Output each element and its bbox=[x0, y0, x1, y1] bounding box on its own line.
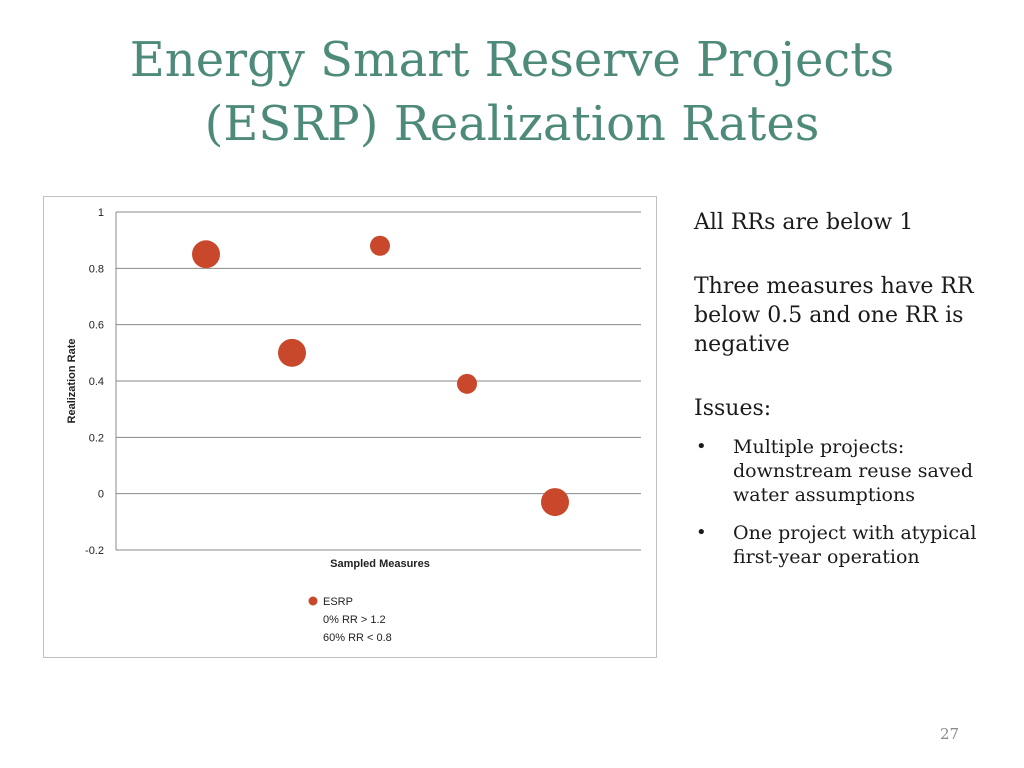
data-point bbox=[278, 339, 306, 367]
data-point bbox=[541, 488, 569, 516]
y-tick-label: 0.4 bbox=[89, 376, 104, 388]
bullet-dot-icon: • bbox=[696, 521, 707, 545]
issues-list: • Multiple projects: downstream reuse sa… bbox=[694, 435, 994, 569]
issue-text: Multiple projects: downstream reuse save… bbox=[733, 436, 973, 506]
issue-item: • One project with atypical first-year o… bbox=[694, 521, 994, 569]
slide-title-line-1: Energy Smart Reserve Projects bbox=[0, 28, 1024, 92]
bullet-dot-icon: • bbox=[696, 435, 707, 459]
data-point bbox=[370, 236, 390, 256]
slide-title-line-2: (ESRP) Realization Rates bbox=[0, 92, 1024, 156]
x-axis-label: Sampled Measures bbox=[330, 558, 430, 570]
legend-marker-icon bbox=[309, 597, 318, 606]
legend-series-label: ESRP bbox=[323, 596, 353, 608]
y-tick-label: 0.2 bbox=[89, 432, 104, 444]
summary-text: All RRs are below 1 bbox=[694, 208, 994, 237]
y-tick-label: -0.2 bbox=[85, 545, 104, 557]
issues-heading: Issues: bbox=[694, 394, 994, 423]
slide-title: Energy Smart Reserve Projects (ESRP) Rea… bbox=[0, 28, 1024, 156]
page-number: 27 bbox=[940, 725, 959, 743]
y-tick-label: 1 bbox=[98, 207, 104, 219]
detail-text: Three measures have RR below 0.5 and one… bbox=[694, 272, 994, 359]
chart-canvas: -0.2 0 0.2 0.4 0.6 0.8 1 Realization Rate Sample… bbox=[44, 197, 656, 657]
data-point bbox=[192, 240, 220, 268]
legend-note: 60% RR < 0.8 bbox=[323, 632, 392, 644]
issue-text: One project with atypical first-year ope… bbox=[733, 522, 976, 568]
legend-note: 0% RR > 1.2 bbox=[323, 614, 386, 626]
issue-item: • Multiple projects: downstream reuse sa… bbox=[694, 435, 994, 507]
y-tick-label: 0.6 bbox=[89, 320, 104, 332]
y-tick-label: 0.8 bbox=[89, 263, 104, 275]
y-tick-label: 0 bbox=[98, 489, 104, 501]
y-axis-label: Realization Rate bbox=[66, 339, 78, 424]
realization-rate-chart: -0.2 0 0.2 0.4 0.6 0.8 1 Realization Rate Sample… bbox=[43, 196, 657, 658]
data-point bbox=[457, 374, 477, 394]
side-text-panel: All RRs are below 1 Three measures have … bbox=[694, 208, 994, 583]
